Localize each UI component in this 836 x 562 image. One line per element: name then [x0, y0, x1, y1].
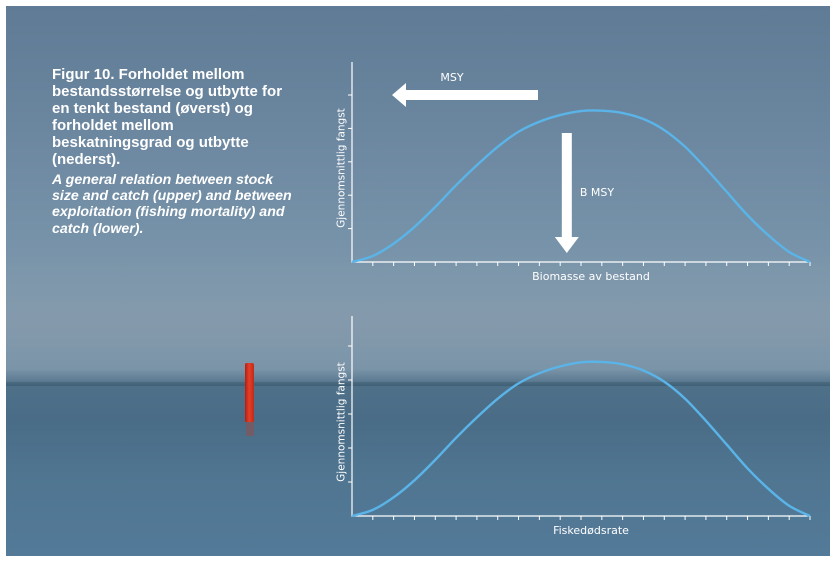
chart-lower-axes: [351, 316, 810, 517]
caption-norwegian: Figur 10. Forholdet mellom bestandsstørr…: [52, 66, 283, 168]
chart-upper-xlabel: Biomasse av bestand: [532, 270, 650, 283]
chart-upper-series-line: [351, 109, 811, 264]
figure-caption: Figur 10. Forholdet mellom bestandsstørr…: [52, 66, 292, 237]
chart-lower-series-line: [351, 360, 811, 518]
bmsy-arrow: B MSY: [554, 133, 615, 253]
buoy-reflection: [246, 422, 254, 436]
bmsy-label: B MSY: [580, 186, 615, 199]
haze: [6, 246, 830, 386]
red-buoy: [245, 363, 254, 422]
caption-english: A general relation between stock size an…: [52, 172, 292, 237]
msy-arrow-shape: [392, 83, 538, 107]
chart-lower-ticks: [348, 345, 811, 520]
chart-upper: MSY B MSY Biomasse av bestand Gjennomsni…: [336, 62, 811, 283]
chart-lower-xlabel: Fiskedødsrate: [553, 524, 629, 537]
chart-lower-ylabel: Gjennomsnittlig fangst: [336, 362, 348, 482]
msy-label: MSY: [440, 71, 463, 84]
chart-lower: Fiskedødsrate Gjennomsnittlig fangst: [336, 316, 811, 537]
chart-upper-ticks: [348, 94, 811, 266]
horizon-line: [6, 382, 830, 386]
bmsy-arrow-shape: [554, 133, 579, 253]
msy-arrow: MSY: [392, 71, 538, 107]
chart-upper-ylabel: Gjennomsnittlig fangst: [336, 108, 348, 228]
